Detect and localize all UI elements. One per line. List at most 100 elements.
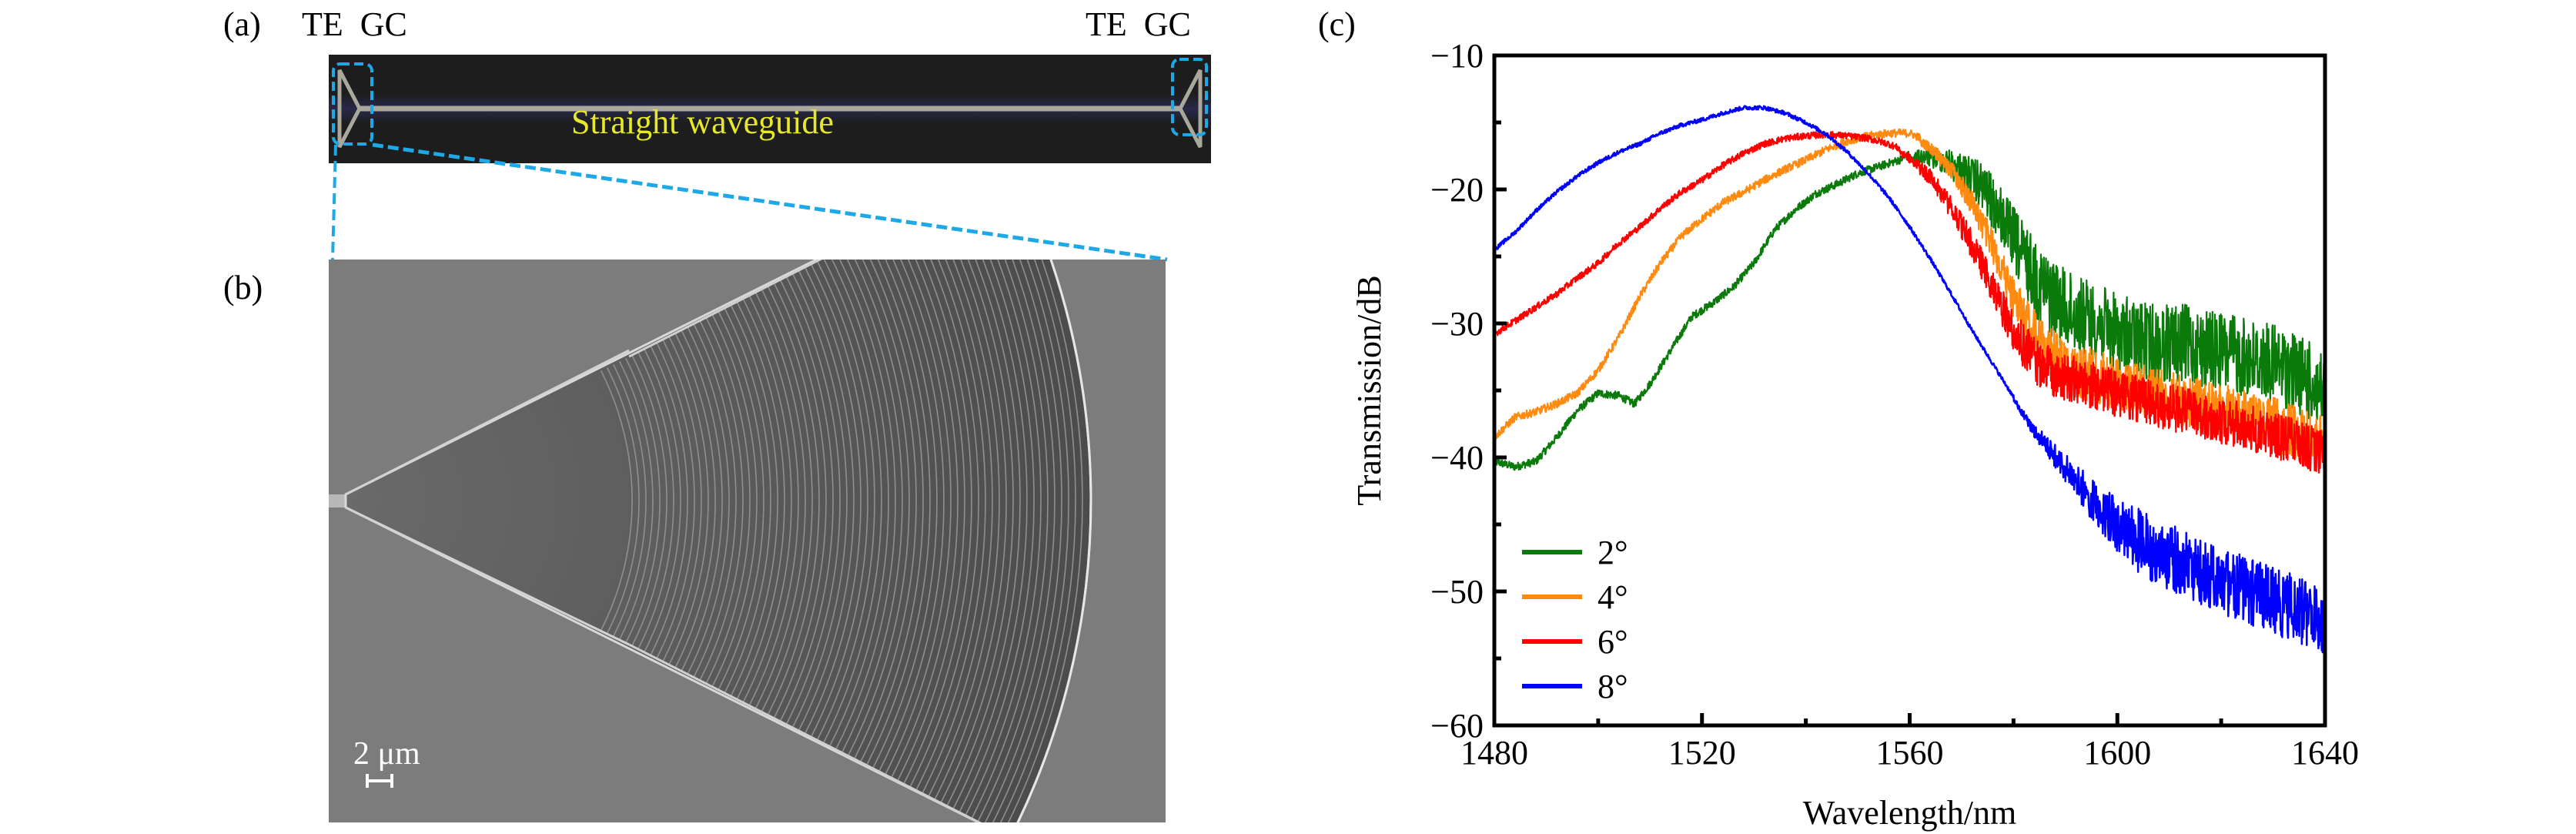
y-tick-label: −40 <box>1430 439 1484 477</box>
scale-bar <box>366 779 393 782</box>
grating-arc <box>773 283 827 718</box>
grating-arc <box>668 336 709 665</box>
legend-item: 2° <box>1522 534 1628 571</box>
grating-arc <box>644 348 681 653</box>
y-axis-title: Transmission/dB <box>1350 275 1388 505</box>
grating-arc <box>853 260 917 759</box>
x-tick-label: 1600 <box>2083 734 2151 772</box>
straight-waveguide-label: Straight waveguide <box>571 103 834 141</box>
grating-arc <box>754 292 806 709</box>
x-axis-title: Wavelength/nm <box>1803 794 2017 832</box>
grating-arc <box>891 260 958 779</box>
grating-arc <box>662 339 702 662</box>
series-layer <box>1493 105 2327 654</box>
grating-arc <box>903 260 972 785</box>
left-te-gc-label: TE GC <box>302 5 407 43</box>
grating-arc <box>828 260 889 747</box>
axes-layer: 1480 1520 1560 1600 1640 −10 −20 −30 −40 −50 −60 Wa… <box>1350 37 2359 832</box>
legend-item: 4° <box>1522 578 1628 616</box>
grating-arc <box>835 260 896 750</box>
x-tick-label: 1560 <box>1876 734 1944 772</box>
panel-a-label: (a) <box>223 5 261 43</box>
grating-arc <box>674 333 716 668</box>
legend-label: 6° <box>1597 623 1628 661</box>
grating-arc <box>952 260 1028 810</box>
legend-item: 8° <box>1522 668 1628 705</box>
grating-arc <box>871 260 938 769</box>
panel-b-label: (b) <box>223 269 263 306</box>
grating-arc <box>965 260 1042 816</box>
grating-arc <box>761 289 813 712</box>
x-tick-label: 1640 <box>2291 734 2359 772</box>
left-grating-coupler <box>337 69 362 149</box>
grating-arcs <box>600 260 1092 822</box>
series-6deg <box>1493 130 2327 474</box>
grating-arc <box>859 260 924 763</box>
grating-arc <box>971 260 1049 819</box>
grating-arc <box>681 330 723 672</box>
grating-arc <box>779 279 834 722</box>
grating-arc <box>785 276 841 725</box>
grating-arc <box>946 260 1021 807</box>
series-8deg <box>1493 105 2327 654</box>
grating-arc <box>992 260 1069 822</box>
grating-arc <box>1007 260 1083 822</box>
grating-coupler-sem <box>329 260 1166 822</box>
grating-arc <box>940 260 1014 804</box>
grating-arc <box>878 260 945 772</box>
grating-arc <box>693 323 737 678</box>
grating-arc <box>984 260 1062 822</box>
y-tick-label: −10 <box>1430 37 1484 75</box>
y-tick-label: −60 <box>1430 707 1484 745</box>
grating-arc <box>958 260 1035 813</box>
legend-item: 6° <box>1522 623 1628 661</box>
left-coupler-highlight <box>332 62 373 146</box>
waveguide-drawing <box>332 58 1208 149</box>
series-line <box>1493 130 2327 474</box>
grating-arc <box>637 351 674 650</box>
grating-arc <box>625 357 661 644</box>
grating-arc <box>767 286 820 715</box>
grating-arc <box>600 370 633 631</box>
right-coupler-highlight <box>1171 58 1208 136</box>
grating-arc <box>650 345 688 656</box>
y-tick-label: −20 <box>1430 171 1484 209</box>
y-tick-label: −50 <box>1430 573 1484 611</box>
grating-arc <box>897 260 965 782</box>
grating-arc <box>928 260 1000 797</box>
x-tick-label: 1520 <box>1668 734 1736 772</box>
grating-arc <box>915 260 986 791</box>
series-line <box>1493 105 2327 654</box>
grating-arc <box>922 260 993 794</box>
grating-arc <box>798 270 855 732</box>
legend-label: 4° <box>1597 578 1628 616</box>
right-te-gc-label: TE GC <box>1086 5 1191 43</box>
grating-arc <box>822 260 882 744</box>
grating-arc <box>791 273 848 728</box>
grating-arc <box>748 295 799 706</box>
grating-arc <box>618 360 654 641</box>
scale-bar-label: 2 μm <box>353 736 420 772</box>
grating-arc <box>612 364 647 637</box>
grating-arc <box>606 367 640 634</box>
grating-arc <box>804 266 861 735</box>
y-tick-label: −30 <box>1430 305 1484 343</box>
grating-arc <box>885 260 952 775</box>
sem-image: 2 μm <box>329 260 1166 822</box>
legend: 2° 4° 6° 8° <box>1522 534 1628 705</box>
grating-arc <box>687 327 730 675</box>
grating-arc <box>934 260 1007 800</box>
grating-arc <box>847 260 910 756</box>
right-grating-coupler <box>1178 69 1203 149</box>
grating-arc <box>865 260 931 766</box>
legend-label: 8° <box>1597 668 1628 705</box>
input-waveguide <box>329 494 346 507</box>
grating-arc <box>999 260 1076 822</box>
grating-arc <box>977 260 1055 822</box>
grating-arc <box>909 260 979 788</box>
grating-arc <box>631 354 667 647</box>
grating-arc <box>841 260 903 753</box>
panel-c-label: (c) <box>1318 5 1356 43</box>
grating-arc <box>816 260 875 741</box>
